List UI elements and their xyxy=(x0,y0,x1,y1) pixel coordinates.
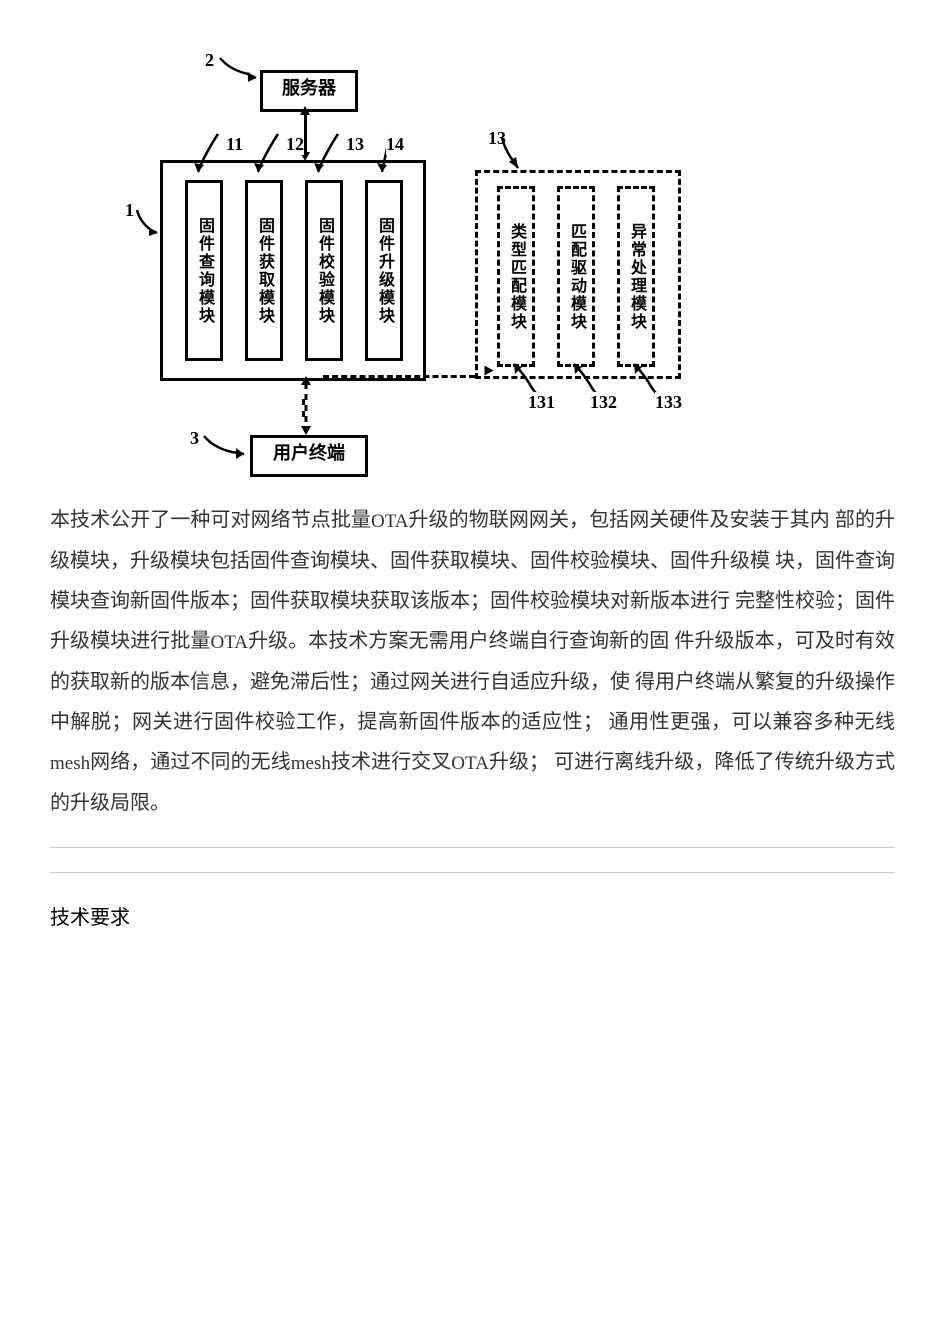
ref-arrow xyxy=(250,130,285,180)
ref-arrow xyxy=(190,130,225,180)
module-firmware-verify: 固件校验模块 xyxy=(305,180,343,361)
dashed-connector xyxy=(323,375,475,378)
ref-arrow xyxy=(310,130,345,180)
ref-arrow xyxy=(135,208,165,238)
ref-arrow xyxy=(500,136,530,174)
ref-arrow xyxy=(218,56,263,86)
module-firmware-upgrade: 固件升级模块 xyxy=(365,180,403,361)
abstract-paragraph: 本技术公开了一种可对网络节点批量OTA升级的物联网网关，包括网关硬件及安装于其内… xyxy=(50,500,895,823)
module-exception: 异常处理模块 xyxy=(617,186,655,367)
term-mesh: mesh xyxy=(291,753,331,774)
ref-133: 133 xyxy=(655,392,682,413)
text: 升级； xyxy=(489,751,549,773)
ref-132: 132 xyxy=(590,392,617,413)
text: 通用性更强，可以兼容多种无线 xyxy=(609,711,896,733)
text: 技术进行交叉 xyxy=(331,751,451,773)
text: 升级的物联网网关，包括网关硬件及安装于其内 xyxy=(409,509,830,531)
text: 本技术公开了一种可对网络节点批量 xyxy=(50,509,371,531)
ref-1: 1 xyxy=(125,200,134,221)
separator xyxy=(50,872,895,873)
ref-13: 13 xyxy=(346,134,364,155)
ref-14: 14 xyxy=(386,134,404,155)
ref-3: 3 xyxy=(190,428,199,449)
ref-131: 131 xyxy=(528,392,555,413)
terminal-box: 用户终端 xyxy=(250,435,368,477)
ref-12: 12 xyxy=(286,134,304,155)
module-firmware-acquire: 固件获取模块 xyxy=(245,180,283,361)
text: 升级。本技术方案无需用户终端自行查询新的固 xyxy=(248,630,669,652)
section-heading-requirements: 技术要求 xyxy=(50,901,895,930)
term-mesh: mesh xyxy=(50,753,90,774)
module-match-driver: 匹配驱动模块 xyxy=(557,186,595,367)
separator xyxy=(50,847,895,848)
term-ota: OTA xyxy=(451,753,489,774)
text: 网络，通过不同的无线 xyxy=(90,751,291,773)
module-firmware-query: 固件查询模块 xyxy=(185,180,223,361)
ref-2: 2 xyxy=(205,50,214,71)
term-ota: OTA xyxy=(371,511,409,532)
term-ota: OTA xyxy=(210,632,248,653)
module-type-match: 类型匹配模块 xyxy=(497,186,535,367)
ref-arrow xyxy=(202,434,250,462)
system-diagram: 服务器 2 1 固件查询模块 固件获取模块 固件校验模块 固件升级模块 11 1… xyxy=(90,40,750,480)
ref-11: 11 xyxy=(226,134,243,155)
